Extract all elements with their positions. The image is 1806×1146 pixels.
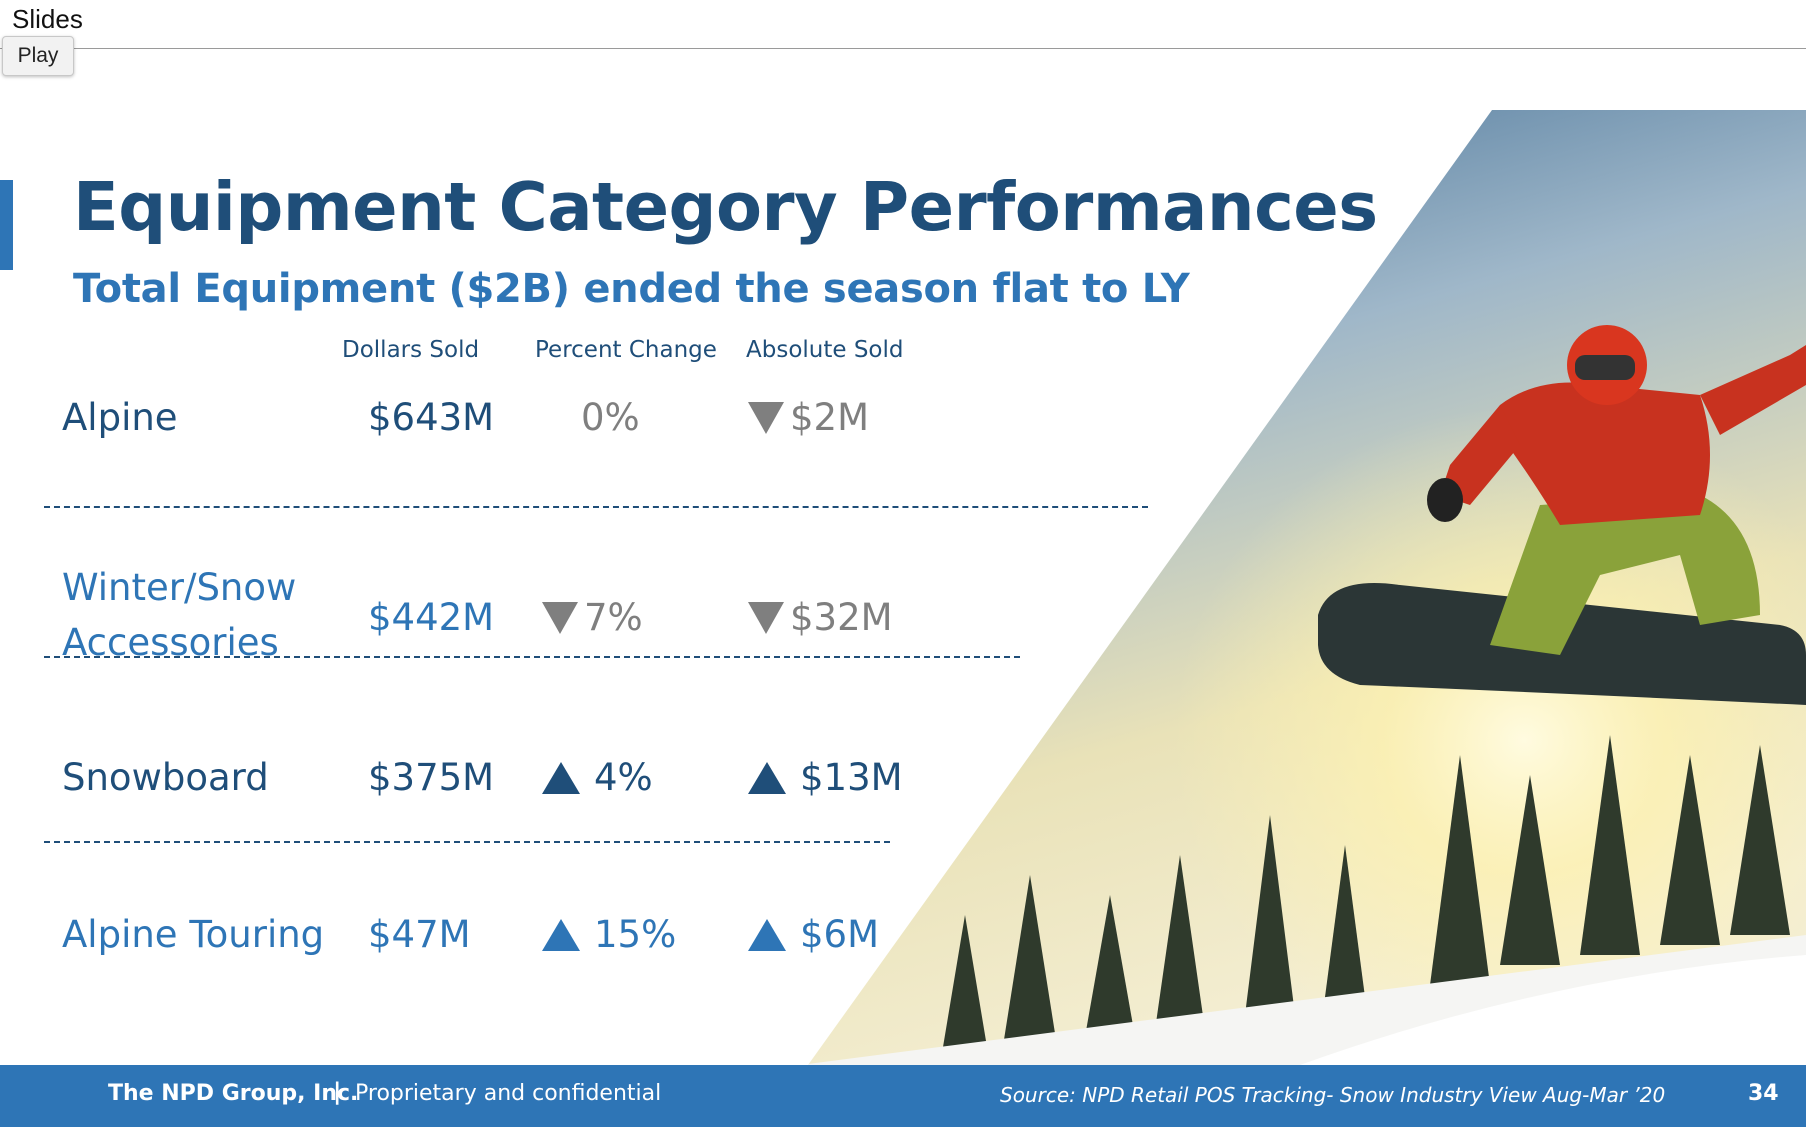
absolute-snowboard: $13M — [800, 756, 903, 799]
trend-up-icon — [542, 761, 580, 794]
footer-confidential: Proprietary and confidential — [355, 1081, 662, 1106]
trend-down-icon — [748, 601, 784, 634]
slide-canvas: Equipment Category Performances Total Eq… — [0, 55, 1806, 1146]
row-label-winter-snow-line2: Accessories — [62, 621, 279, 664]
absolute-alpine-touring: $6M — [800, 913, 880, 956]
slide-subtitle: Total Equipment ($2B) ended the season f… — [73, 266, 1190, 312]
absolute-winter-snow: $32M — [790, 596, 893, 639]
title-accent-bar — [0, 180, 13, 270]
absolute-winter-snow-cell: $32M — [748, 590, 893, 645]
trend-up-icon — [748, 918, 786, 951]
absolute-alpine: $2M — [790, 396, 870, 439]
dollars-alpine-touring: $47M — [368, 913, 471, 956]
row-label-winter-snow-line1: Winter/Snow — [62, 566, 297, 609]
absolute-alpine-cell: $2M — [748, 390, 869, 445]
row-divider — [44, 841, 890, 843]
column-header-dollars: Dollars Sold — [342, 337, 480, 363]
percent-alpine: 0% — [581, 396, 640, 439]
percent-snowboard-cell: 4% — [542, 750, 653, 805]
percent-winter-snow-cell: 7% — [542, 590, 643, 645]
app-title: Slides — [12, 4, 83, 34]
trend-down-icon — [542, 601, 578, 634]
trend-up-icon — [748, 761, 786, 794]
slide-title: Equipment Category Performances — [73, 168, 1378, 246]
footer-source: Source: NPD Retail POS Tracking- Snow In… — [1000, 1083, 1666, 1107]
row-divider — [44, 656, 1020, 658]
play-button[interactable]: Play — [2, 36, 74, 76]
percent-snowboard: 4% — [594, 756, 653, 799]
column-header-percent: Percent Change — [535, 337, 717, 363]
top-divider — [0, 48, 1806, 49]
row-label-alpine: Alpine — [62, 396, 178, 439]
footer-company: The NPD Group, Inc. — [108, 1081, 359, 1106]
dollars-winter-snow: $442M — [368, 596, 495, 639]
footer-separator: | — [333, 1079, 342, 1105]
dollars-snowboard: $375M — [368, 756, 495, 799]
absolute-snowboard-cell: $13M — [748, 750, 903, 805]
page-number: 34 — [1748, 1081, 1779, 1106]
percent-winter-snow: 7% — [584, 596, 643, 639]
row-divider — [44, 506, 1148, 508]
dollars-alpine: $643M — [368, 396, 495, 439]
snowboarder-photo-icon — [808, 110, 1806, 1065]
trend-down-icon — [748, 401, 784, 434]
row-label-alpine-touring: Alpine Touring — [62, 913, 325, 956]
percent-alpine-touring-cell: 15% — [542, 907, 676, 962]
slide-footer: The NPD Group, Inc. | Proprietary and co… — [0, 1065, 1806, 1127]
trend-up-icon — [542, 918, 580, 951]
percent-alpine-touring: 15% — [594, 913, 677, 956]
column-header-absolute: Absolute Sold — [746, 337, 904, 363]
row-label-snowboard: Snowboard — [62, 756, 269, 799]
absolute-alpine-touring-cell: $6M — [748, 907, 879, 962]
